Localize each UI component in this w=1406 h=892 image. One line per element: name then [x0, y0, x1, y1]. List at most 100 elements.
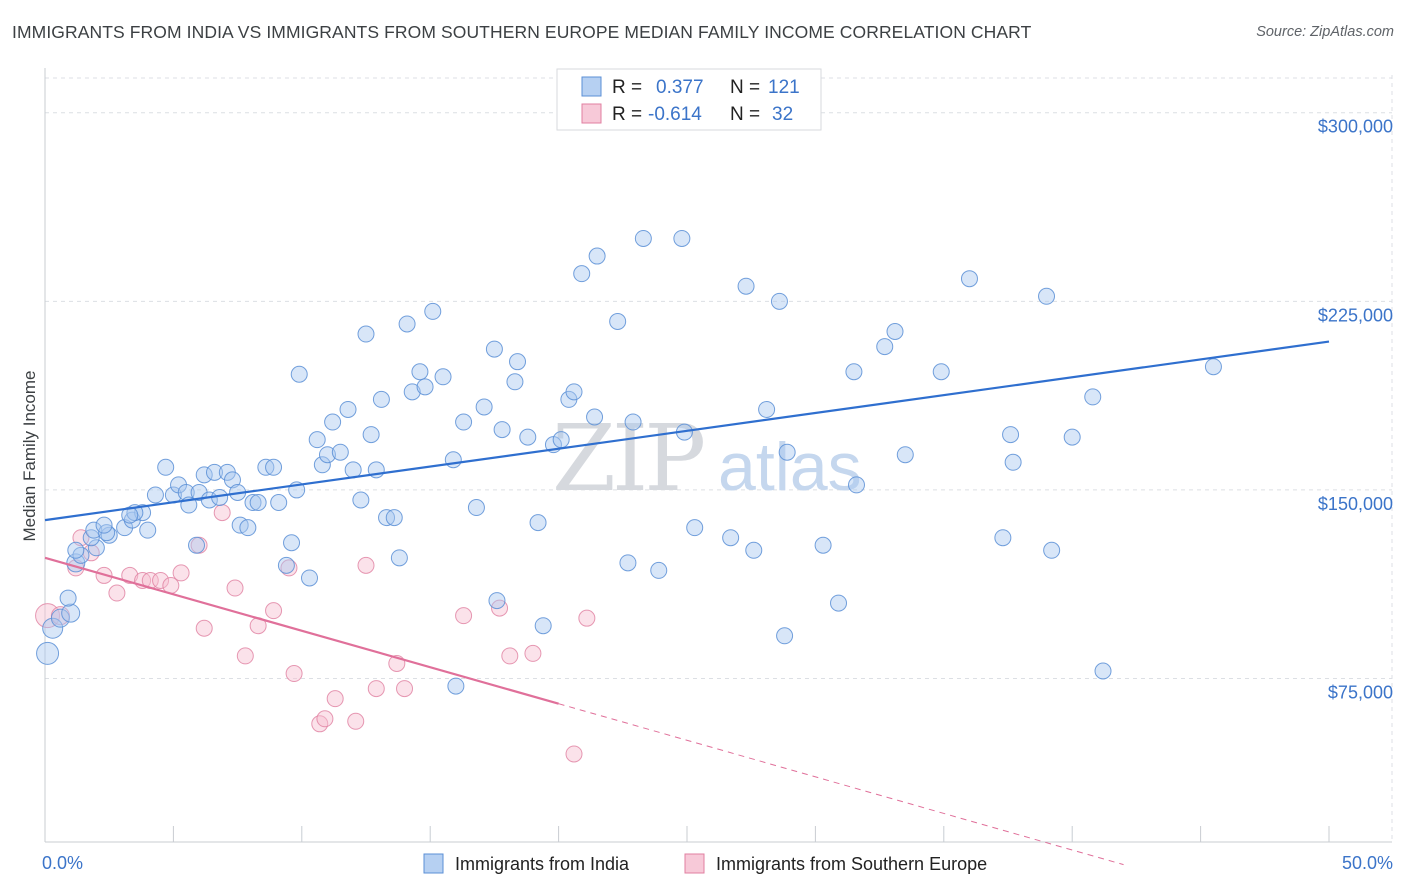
trend-line-india: [44, 340, 1330, 522]
legend-swatch-india: [581, 76, 602, 97]
point-southern-europe-33: [524, 644, 542, 662]
point-india-43: [283, 534, 301, 552]
point-india-16: [139, 521, 157, 539]
point-india-93: [673, 229, 691, 247]
point-india-0: [36, 641, 60, 665]
point-india-36: [239, 519, 257, 537]
point-southern-europe-30: [455, 607, 473, 625]
point-india-117: [1063, 428, 1081, 446]
point-southern-europe-19: [265, 602, 283, 620]
point-india-33: [223, 471, 241, 489]
point-india-80: [534, 617, 552, 635]
point-india-47: [308, 431, 326, 449]
point-india-91: [634, 229, 652, 247]
point-southern-europe-23: [316, 710, 334, 728]
legend-n-label-india: N =: [730, 77, 760, 98]
y-axis-label: Median Family Income: [20, 370, 39, 541]
point-india-67: [434, 368, 452, 386]
point-india-77: [509, 353, 527, 371]
chart-title: IMMIGRANTS FROM INDIA VS IMMIGRANTS FROM…: [12, 22, 1032, 42]
point-india-96: [722, 529, 740, 547]
series-legend: Immigrants from India Immigrants from So…: [423, 853, 987, 874]
point-southern-europe-12: [172, 564, 190, 582]
bottom-legend-label-india: Immigrants from India: [455, 854, 630, 874]
point-india-49: [318, 446, 336, 464]
point-india-14: [95, 516, 113, 534]
point-southern-europe-6: [108, 584, 126, 602]
stats-legend: R = 0.377 N = 121 R = -0.614 N = 32: [556, 68, 822, 131]
y-tick-label-0: $75,000: [1328, 683, 1393, 703]
point-india-99: [758, 400, 776, 418]
x-tick-label-0: 0.0%: [42, 853, 83, 873]
trend-line-southern-europe-extension: [558, 703, 1124, 866]
point-india-26: [188, 536, 206, 554]
point-india-106: [847, 476, 865, 494]
point-southern-europe-16: [226, 579, 244, 597]
point-india-86: [586, 408, 604, 426]
point-india-72: [475, 398, 493, 416]
point-india-101: [776, 627, 794, 645]
point-india-116: [1043, 541, 1061, 559]
point-india-105: [845, 363, 863, 381]
point-india-103: [814, 536, 832, 554]
point-india-71: [467, 499, 485, 517]
point-india-120: [1204, 358, 1222, 376]
trend-lines: [44, 340, 1330, 866]
point-india-50: [324, 413, 342, 431]
point-india-98: [745, 541, 763, 559]
point-india-107: [876, 338, 894, 356]
point-india-74: [493, 421, 511, 439]
point-india-119: [1094, 662, 1112, 680]
point-southern-europe-24: [326, 690, 344, 708]
point-india-82: [552, 431, 570, 449]
point-india-97: [737, 277, 755, 295]
y-tick-label-3: $300,000: [1318, 117, 1393, 137]
source-credit: Source: ZipAtlas.com: [1256, 24, 1394, 40]
legend-n-value-southern-europe: 32: [772, 104, 793, 125]
point-india-61: [390, 549, 408, 567]
point-india-10: [100, 526, 118, 544]
point-india-46: [301, 569, 319, 587]
point-southern-europe-32: [501, 647, 519, 665]
point-southern-europe-22: [311, 715, 329, 733]
point-india-19: [121, 506, 139, 524]
point-india-113: [1002, 426, 1020, 444]
legend-n-label-southern-europe: N =: [730, 104, 760, 125]
point-india-8: [87, 539, 105, 557]
point-southern-europe-29: [396, 680, 414, 698]
point-india-54: [352, 491, 370, 509]
point-southern-europe-3: [72, 529, 90, 547]
point-india-6: [72, 546, 90, 564]
point-india-87: [588, 247, 606, 265]
legend-swatch-southern-europe: [581, 103, 602, 124]
point-india-11: [85, 521, 103, 539]
point-india-118: [1084, 388, 1102, 406]
point-india-70: [455, 413, 473, 431]
point-india-41: [270, 494, 288, 512]
point-india-60: [385, 509, 403, 527]
point-southern-europe-17: [236, 647, 254, 665]
point-southern-europe-21: [285, 665, 303, 683]
series-southern-europe-points: [35, 504, 596, 763]
point-india-108: [886, 323, 904, 341]
point-india-79: [529, 514, 547, 532]
point-india-88: [609, 312, 627, 330]
point-india-104: [830, 594, 848, 612]
point-india-73: [485, 340, 503, 358]
bottom-legend-swatch-india: [423, 853, 444, 874]
legend-r-value-southern-europe: -0.614: [648, 104, 702, 125]
point-india-20: [146, 486, 164, 504]
point-india-109: [896, 446, 914, 464]
point-india-75: [488, 592, 506, 610]
point-india-85: [573, 265, 591, 283]
point-india-63: [403, 383, 421, 401]
point-southern-europe-10: [152, 571, 170, 589]
point-southern-europe-27: [367, 680, 385, 698]
x-tick-label-1: 50.0%: [1342, 853, 1393, 873]
bottom-legend-label-southern-europe: Immigrants from Southern Europe: [716, 854, 987, 874]
point-southern-europe-20: [280, 559, 298, 577]
point-india-1: [42, 617, 64, 639]
point-india-102: [778, 443, 796, 461]
y-tick-label-2: $225,000: [1318, 305, 1393, 325]
